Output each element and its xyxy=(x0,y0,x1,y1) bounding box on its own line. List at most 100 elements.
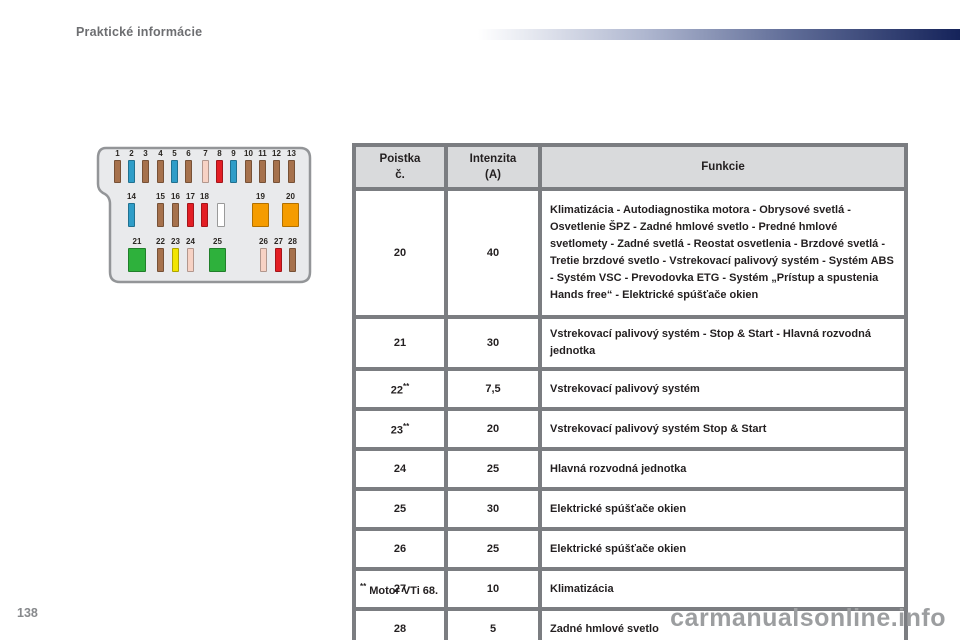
fuse-number-cell: 25 xyxy=(352,487,448,531)
amperage-cell: 30 xyxy=(444,315,542,371)
fuse-number-label: 7 xyxy=(203,149,208,158)
fuse-number-label: 28 xyxy=(288,237,297,246)
fuse-17 xyxy=(187,203,194,227)
amperage-cell: 30 xyxy=(444,487,542,531)
amperage-cell: 7,5 xyxy=(444,367,542,411)
table-row: 26 25 Elektrické spúšťače okien xyxy=(352,527,908,571)
fuse-number-label: 12 xyxy=(272,149,281,158)
amperage-cell: 25 xyxy=(444,447,542,491)
amperage-cell: 5 xyxy=(444,607,542,640)
function-cell: Hlavná rozvodná jednotka xyxy=(538,447,908,491)
table-row: 22** 7,5 Vstrekovací palivový systém xyxy=(352,367,908,411)
fuse-number-cell: 28 xyxy=(352,607,448,640)
fuse-number-label: 3 xyxy=(143,149,148,158)
fuse-6 xyxy=(185,160,192,183)
fuse-number-label: 20 xyxy=(286,192,295,201)
fuse-number-cell: 23** xyxy=(352,407,448,451)
col-header-amperage: Intenzita (A) xyxy=(444,143,542,191)
fuse-number-cell: 26 xyxy=(352,527,448,571)
fuse-number-label: 13 xyxy=(287,149,296,158)
footnote: ** Motor VTi 68. xyxy=(360,582,438,597)
fuse-number-label: 8 xyxy=(217,149,222,158)
fuse-number-label: 9 xyxy=(231,149,236,158)
fuse-number-label: 14 xyxy=(127,192,136,201)
fuse-13 xyxy=(288,160,295,183)
table-row: 25 30 Elektrické spúšťače okien xyxy=(352,487,908,531)
fuse-number-label: 2 xyxy=(129,149,134,158)
page-title: Praktické informácie xyxy=(76,25,203,39)
watermark: carmanualsonline.info xyxy=(670,604,946,632)
header-accent-bar xyxy=(478,29,960,40)
function-cell: Klimatizácia - Autodiagnostika motora - … xyxy=(538,187,908,319)
fuse-22 xyxy=(157,248,164,272)
fuse-2 xyxy=(128,160,135,183)
fuse-number-label: 1 xyxy=(115,149,120,158)
table-row: 20 40 Klimatizácia - Autodiagnostika motor… xyxy=(352,187,908,319)
fuse-7 xyxy=(202,160,209,183)
table-row: 23** 20 Vstrekovací palivový systém Stop &… xyxy=(352,407,908,451)
fuse-18 xyxy=(201,203,208,227)
table-row: 24 25 Hlavná rozvodná jednotka xyxy=(352,447,908,491)
function-cell: Klimatizácia xyxy=(538,567,908,611)
fuse-number-label: 11 xyxy=(258,149,267,158)
fuse-11 xyxy=(259,160,266,183)
function-cell: Vstrekovací palivový systém - Stop & Sta… xyxy=(538,315,908,371)
fuse-25 xyxy=(209,248,226,272)
table-row: 27 10 Klimatizácia xyxy=(352,567,908,611)
fuse-21 xyxy=(128,248,146,272)
table-row: 21 30 Vstrekovací palivový systém - Stop &… xyxy=(352,315,908,371)
fuse-27 xyxy=(275,248,282,272)
fuse-10 xyxy=(245,160,252,183)
fuse-number-label: 24 xyxy=(186,237,195,246)
fuse-number-label: 16 xyxy=(171,192,180,201)
fuse-16 xyxy=(172,203,179,227)
fuse-number-label: 21 xyxy=(132,237,142,246)
fuse-number-label: 17 xyxy=(186,192,195,201)
fuse-blank xyxy=(217,203,225,227)
fuse-28 xyxy=(289,248,296,272)
page-number: 138 xyxy=(17,606,38,620)
fuse-24 xyxy=(187,248,194,272)
fuse-5 xyxy=(171,160,178,183)
fuse-number-cell: 27 xyxy=(352,567,448,611)
function-cell: Elektrické spúšťače okien xyxy=(538,527,908,571)
fuse-number-label: 4 xyxy=(158,149,163,158)
fuse-26 xyxy=(260,248,267,272)
fuse-table: Poistka č. Intenzita (A) Funkcie 20 40 Kli… xyxy=(352,143,908,640)
function-cell: Vstrekovací palivový systém Stop & Start xyxy=(538,407,908,451)
amperage-cell: 40 xyxy=(444,187,542,319)
fuse-3 xyxy=(142,160,149,183)
fuse-number-label: 25 xyxy=(213,237,222,246)
fuse-number-label: 10 xyxy=(244,149,253,158)
fuse-14 xyxy=(128,203,135,227)
fuse-number-label: 6 xyxy=(186,149,191,158)
fusebox-diagram: 1 2 3 4 5 6 7 8 9 10 11 12 13 14 15 16 17 18 19 20 21 22 23 24 2… xyxy=(96,146,318,284)
amperage-cell: 25 xyxy=(444,527,542,571)
footnote-text: Motor VTi 68. xyxy=(369,584,439,597)
table-row: 28 5 Zadné hmlové svetlo xyxy=(352,607,908,640)
fuse-15 xyxy=(157,203,164,227)
fuse-number-cell: 22** xyxy=(352,367,448,411)
function-cell: Zadné hmlové svetlo xyxy=(538,607,908,640)
fuse-19 xyxy=(252,203,269,227)
fuse-number-cell: 21 xyxy=(352,315,448,371)
table-header-row: Poistka č. Intenzita (A) Funkcie xyxy=(352,143,908,191)
fuse-12 xyxy=(273,160,280,183)
fuse-23 xyxy=(172,248,179,272)
fuse-number-label: 26 xyxy=(259,237,268,246)
fuse-number-label: 5 xyxy=(172,149,177,158)
amperage-cell: 20 xyxy=(444,407,542,451)
fuse-4 xyxy=(157,160,164,183)
col-header-function: Funkcie xyxy=(538,143,908,191)
fuse-number-cell: 24 xyxy=(352,447,448,491)
amperage-cell: 10 xyxy=(444,567,542,611)
fuse-20 xyxy=(282,203,299,227)
fuse-number-label: 18 xyxy=(200,192,209,201)
function-cell: Elektrické spúšťače okien xyxy=(538,487,908,531)
footnote-marker: ** xyxy=(360,582,367,591)
fuse-number-label: 19 xyxy=(256,192,265,201)
function-cell: Vstrekovací palivový systém xyxy=(538,367,908,411)
fuse-number-label: 22 xyxy=(156,237,165,246)
fuse-8 xyxy=(216,160,223,183)
